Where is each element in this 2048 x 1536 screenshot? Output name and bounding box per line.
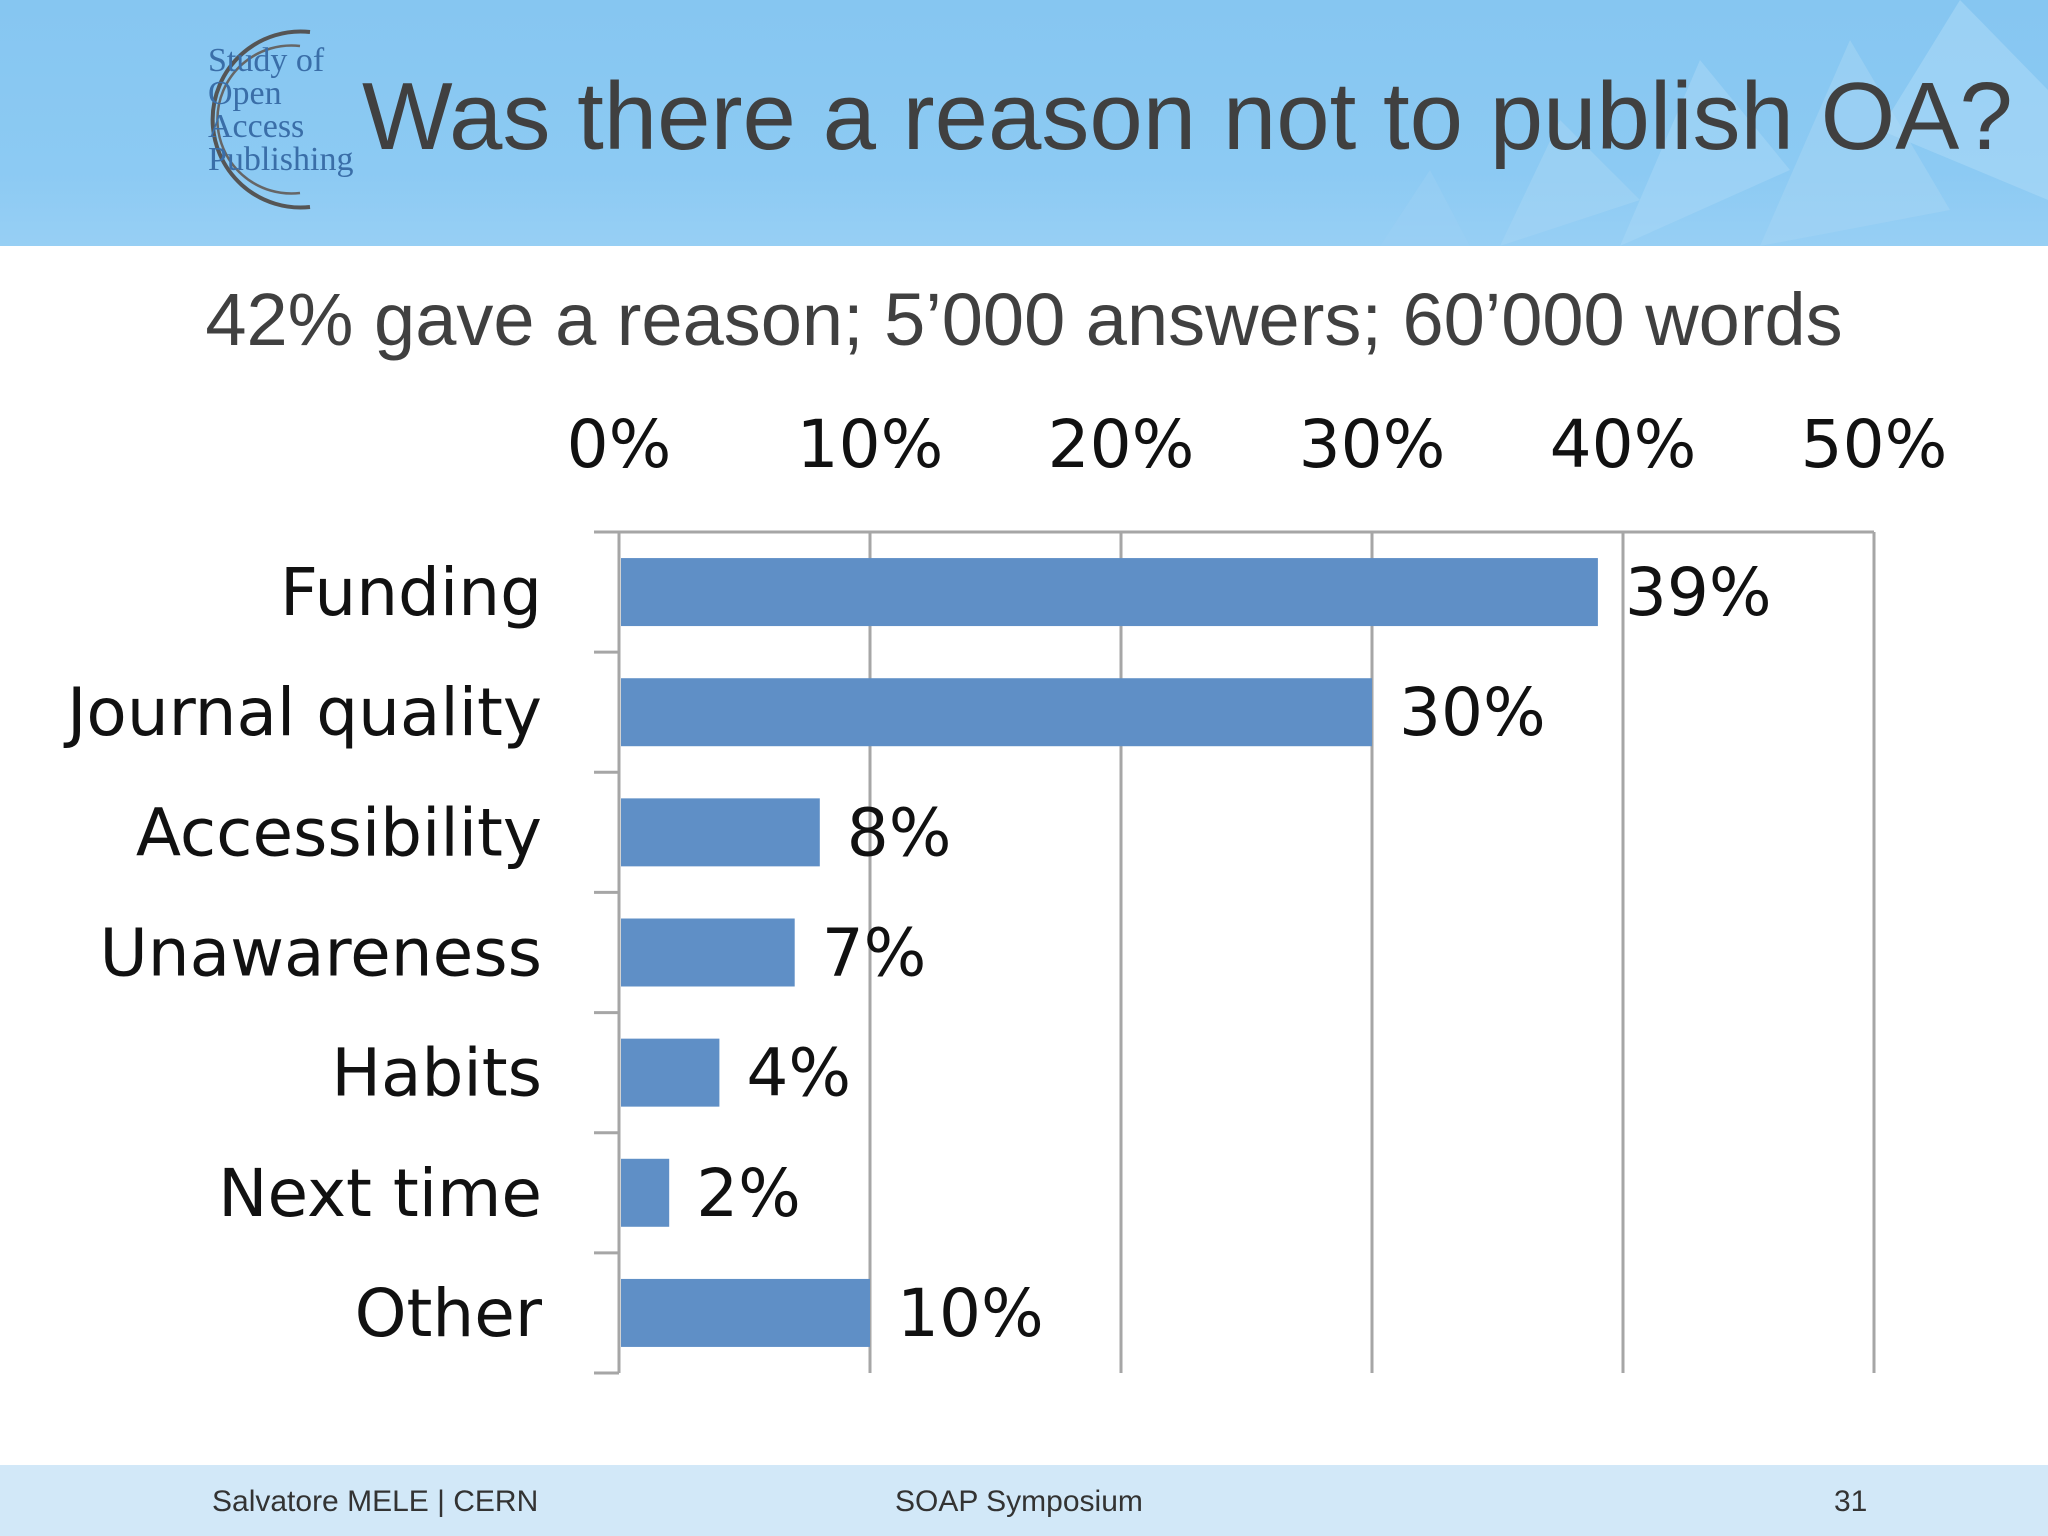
logo-arcs (210, 29, 311, 210)
bar-chart: 0% 10% 20% 30% 40% 50% Funding 39% Journal quali… (63, 406, 1948, 1375)
data-label: 30% (1399, 674, 1546, 751)
slide-title: Was there a reason not to publish OA? (362, 63, 2013, 170)
bar (621, 918, 795, 987)
data-label: 7% (822, 915, 927, 992)
x-tick-label: 30% (1299, 406, 1446, 483)
data-label: 2% (696, 1155, 801, 1232)
category-label: Funding (280, 554, 542, 631)
category-label: Other (355, 1275, 543, 1352)
category-label: Next time (218, 1155, 542, 1232)
slide-footer: Salvatore MELE | CERN SOAP Symposium 31 (0, 1465, 2048, 1536)
header-decoration (1380, 0, 2048, 246)
x-tick-label: 40% (1550, 406, 1697, 483)
category-label: Unawareness (99, 915, 542, 992)
data-label: 4% (746, 1035, 851, 1112)
bar (621, 798, 820, 867)
category-label: Journal quality (63, 674, 542, 751)
data-label: 39% (1625, 554, 1772, 631)
x-tick-label: 10% (797, 406, 944, 483)
x-tick-label: 20% (1048, 406, 1195, 483)
bar (621, 1158, 670, 1227)
bar (621, 1038, 720, 1107)
footer-page-number: 31 (1834, 1485, 1868, 1518)
logo-text: Study of Open Access Publishing (208, 42, 354, 178)
bar (621, 1278, 870, 1347)
category-label: Accessibility (136, 794, 542, 871)
category-label: Habits (331, 1035, 542, 1112)
x-tick-label: 0% (567, 406, 672, 483)
footer-author: Salvatore MELE | CERN (212, 1485, 539, 1518)
slide-subtitle: 42% gave a reason; 5’000 answers; 60’000… (205, 278, 1843, 361)
data-label: 10% (897, 1275, 1044, 1352)
slide-header: Study of Open Access Publishing Was ther… (0, 0, 2048, 246)
data-label: 8% (847, 794, 952, 871)
footer-event: SOAP Symposium (895, 1485, 1143, 1518)
x-tick-label: 50% (1801, 406, 1948, 483)
bar (621, 558, 1598, 627)
bar (621, 678, 1372, 747)
soap-logo: Study of Open Access Publishing (160, 22, 360, 217)
